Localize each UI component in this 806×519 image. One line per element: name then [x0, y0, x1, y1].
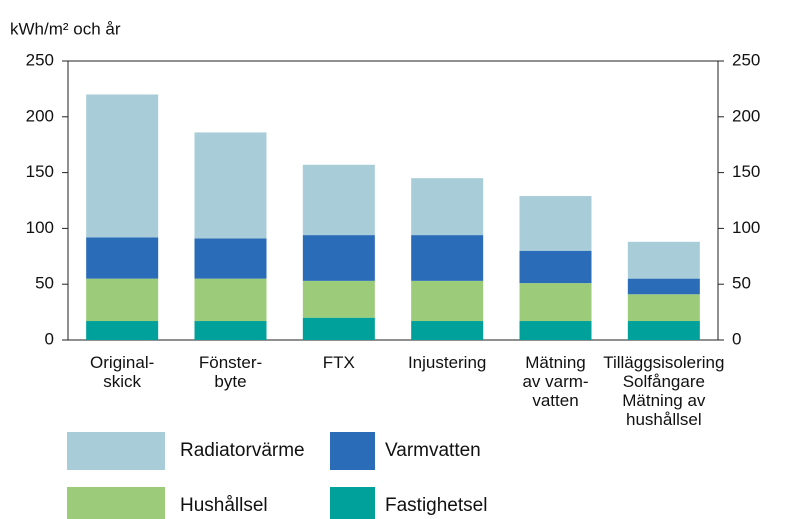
legend-label: Hushållsel — [180, 495, 268, 516]
bar-segment — [86, 321, 159, 340]
bar-segment — [86, 94, 159, 238]
bar-segment — [411, 235, 484, 281]
bar-segment — [519, 283, 592, 322]
y-tick-label: 100 — [26, 218, 54, 237]
y2-tick-label: 0 — [732, 329, 741, 348]
x-tick-label: Tilläggsisolering Solfångare Mätning av … — [603, 353, 725, 429]
x-tick-label: FTX — [322, 353, 355, 372]
bar-segment — [302, 280, 375, 318]
bar-segment — [86, 237, 159, 279]
bar-segment — [519, 250, 592, 284]
legend-label: Varmvatten — [385, 440, 481, 461]
y-tick-label: 0 — [45, 329, 54, 348]
y2-tick-label: 100 — [732, 218, 760, 237]
bar-segment — [627, 321, 700, 340]
bar-segment — [194, 278, 267, 322]
y2-tick-label: 50 — [732, 274, 751, 293]
bar-segment — [194, 321, 267, 340]
y2-tick-label: 250 — [732, 50, 760, 69]
x-tick-label: Mätning av varm- vatten — [522, 353, 589, 410]
legend-swatch — [330, 432, 375, 470]
y-tick-label: 50 — [35, 274, 54, 293]
legend-swatch — [67, 432, 165, 470]
legend-label: Radiatorvärme — [180, 440, 305, 461]
y-tick-label: 250 — [26, 50, 54, 69]
bar-segment — [627, 294, 700, 322]
bar-segment — [627, 241, 700, 279]
y-axis-label: kWh/m² och år — [10, 19, 121, 38]
bar-segment — [411, 178, 484, 236]
x-tick-label: Injustering — [407, 353, 487, 372]
bar-segment — [86, 278, 159, 322]
bar-segment — [519, 321, 592, 340]
bar-segment — [194, 132, 267, 239]
bar-segment — [302, 164, 375, 236]
bar-segment — [302, 317, 375, 340]
bar-segment — [627, 278, 700, 295]
legend-swatch — [330, 487, 375, 519]
x-tick-label: Fönster- byte — [198, 353, 263, 391]
legend-swatch — [67, 487, 165, 519]
bar-segment — [411, 321, 484, 340]
y-tick-label: 150 — [26, 162, 54, 181]
bar-segment — [519, 196, 592, 251]
legend-label: Fastighetsel — [385, 495, 487, 516]
y2-tick-label: 150 — [732, 162, 760, 181]
y2-tick-label: 200 — [732, 106, 760, 125]
plot-frame — [67, 60, 719, 341]
y-tick-label: 200 — [26, 106, 54, 125]
x-tick-label: Original- skick — [90, 353, 155, 391]
bar-segment — [411, 280, 484, 322]
bar-segment — [302, 235, 375, 281]
bar-segment — [194, 238, 267, 279]
